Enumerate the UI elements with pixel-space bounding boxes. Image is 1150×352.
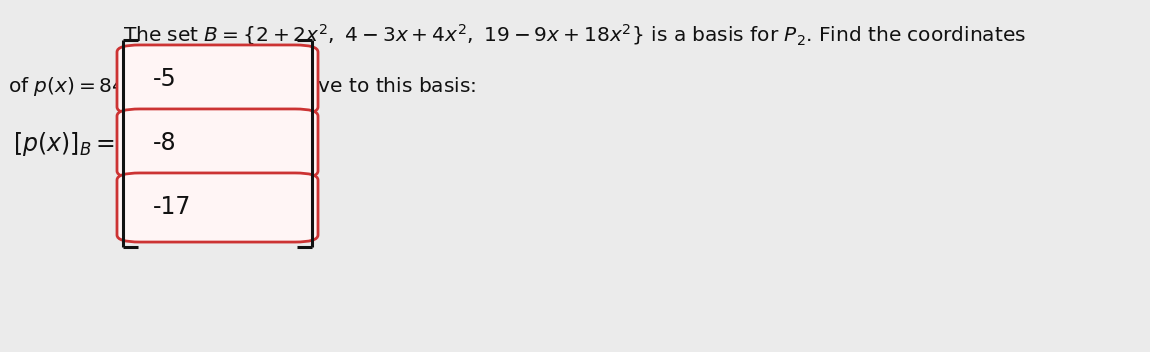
FancyBboxPatch shape [117, 173, 319, 242]
Text: $[p(x)]_B =$: $[p(x)]_B =$ [13, 130, 115, 157]
Text: The set $B = \{2 + 2x^2,\ 4 - 3x + 4x^2,\ 19 - 9x + 18x^2\}$ is a basis for $P_2: The set $B = \{2 + 2x^2,\ 4 - 3x + 4x^2,… [123, 22, 1027, 47]
Text: of $p(x) = 84 - 39x + 80x^2$ relative to this basis:: of $p(x) = 84 - 39x + 80x^2$ relative to… [8, 73, 476, 99]
Text: -17: -17 [153, 195, 191, 220]
FancyBboxPatch shape [117, 109, 319, 178]
Text: -8: -8 [153, 132, 177, 156]
FancyBboxPatch shape [117, 45, 319, 114]
Text: -5: -5 [153, 68, 177, 92]
